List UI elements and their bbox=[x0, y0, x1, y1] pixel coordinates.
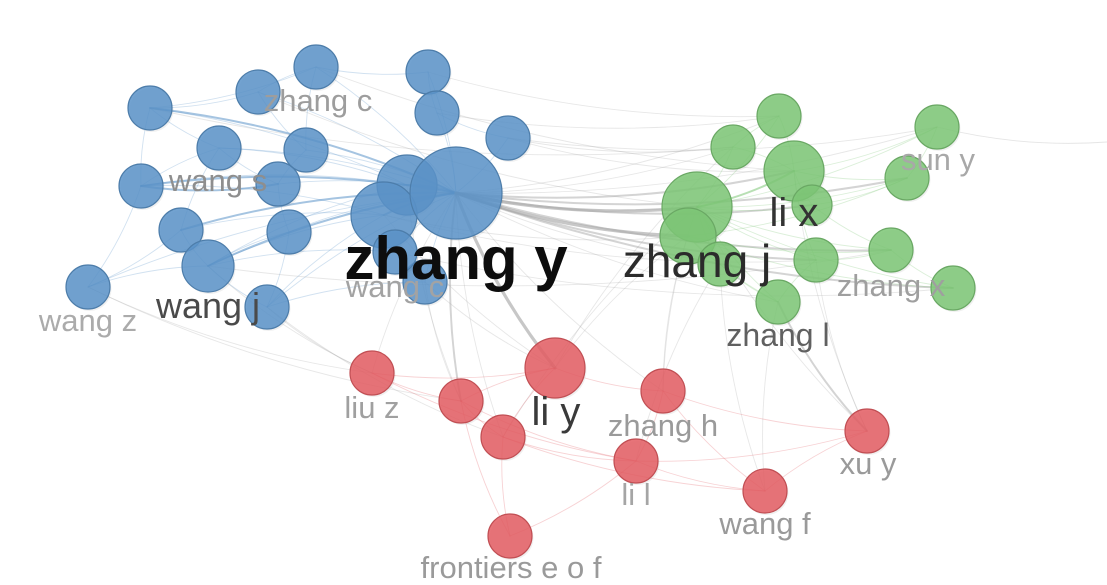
link-line bbox=[436, 112, 780, 129]
label-wang-c: wang c bbox=[345, 269, 444, 304]
node-circle[interactable] bbox=[402, 259, 448, 305]
node-circle[interactable] bbox=[697, 241, 743, 287]
node-circle[interactable] bbox=[884, 155, 930, 201]
label-zhang-x: zhang x bbox=[837, 268, 946, 303]
link-line bbox=[455, 192, 813, 215]
link-line bbox=[394, 251, 954, 297]
node-circle[interactable] bbox=[930, 265, 976, 311]
link-line bbox=[554, 146, 734, 369]
label-frontiers-e-o-f: frontiers e o f bbox=[421, 550, 602, 585]
label-sun-y: sun y bbox=[901, 142, 976, 177]
node-circle[interactable] bbox=[235, 69, 281, 115]
link-line bbox=[936, 126, 1107, 144]
link-line bbox=[635, 263, 721, 462]
label-zhang-l: zhang l bbox=[726, 317, 829, 353]
label-li-y: li y bbox=[532, 390, 581, 434]
link-line bbox=[427, 71, 780, 118]
node-zhang-c[interactable] bbox=[293, 44, 339, 90]
node-circle[interactable] bbox=[659, 207, 717, 265]
link-line bbox=[635, 430, 868, 462]
label-zhang-y: zhang y bbox=[344, 225, 568, 292]
node-wang-j[interactable] bbox=[181, 239, 235, 293]
node-xu-y[interactable] bbox=[844, 408, 890, 454]
node-circle[interactable] bbox=[127, 85, 173, 131]
link-line bbox=[87, 286, 373, 374]
node-circle[interactable] bbox=[791, 184, 833, 226]
node-circle[interactable] bbox=[710, 124, 756, 170]
label-zhang-j: zhang j bbox=[623, 235, 771, 287]
node-circle[interactable] bbox=[266, 209, 312, 255]
link-line bbox=[662, 390, 868, 432]
label-li-l: li l bbox=[621, 477, 650, 512]
node-circle[interactable] bbox=[405, 49, 451, 95]
node-circle[interactable] bbox=[438, 378, 484, 424]
link-line bbox=[719, 263, 766, 492]
node-zhang-x[interactable] bbox=[868, 227, 914, 273]
node-wang-f[interactable] bbox=[742, 468, 788, 514]
link-line bbox=[507, 137, 734, 153]
label-wang-f: wang f bbox=[718, 506, 811, 541]
node-circle[interactable] bbox=[480, 414, 526, 460]
nodes-layer bbox=[65, 44, 977, 560]
node-circle[interactable] bbox=[283, 127, 329, 173]
node-liu-z[interactable] bbox=[349, 350, 395, 396]
link-line bbox=[87, 286, 462, 402]
node-frontiers-e-o-f[interactable] bbox=[487, 513, 533, 559]
label-zhang-h: zhang h bbox=[608, 408, 718, 443]
node-zhang-h[interactable] bbox=[640, 368, 686, 414]
node-li-l[interactable] bbox=[613, 438, 659, 484]
node-sun-y[interactable] bbox=[914, 104, 960, 150]
node-wang-s[interactable] bbox=[196, 125, 242, 171]
node-circle[interactable] bbox=[414, 90, 460, 136]
label-li-x: li x bbox=[770, 191, 819, 235]
link-line bbox=[762, 301, 779, 492]
label-wang-s: wang s bbox=[168, 163, 267, 198]
node-circle[interactable] bbox=[485, 115, 531, 161]
node-circle[interactable] bbox=[756, 93, 802, 139]
node-circle[interactable] bbox=[158, 207, 204, 253]
node-wang-z[interactable] bbox=[65, 264, 111, 310]
node-zhang-l[interactable] bbox=[755, 279, 801, 325]
node-zhang-y[interactable] bbox=[409, 146, 503, 240]
label-xu-y: xu y bbox=[840, 446, 897, 481]
label-zhang-c: zhang c bbox=[264, 83, 373, 118]
link-line bbox=[507, 137, 795, 173]
node-circle[interactable] bbox=[118, 163, 164, 209]
label-liu-z: liu z bbox=[344, 390, 399, 425]
node-li-y[interactable] bbox=[524, 337, 586, 399]
node-wang-c[interactable] bbox=[372, 229, 418, 275]
labels-layer: zhang c wang s wang c wang j wang z zhan… bbox=[38, 83, 976, 585]
node-circle[interactable] bbox=[244, 284, 290, 330]
link-line bbox=[149, 107, 408, 186]
label-wang-j: wang j bbox=[155, 285, 260, 326]
node-circle[interactable] bbox=[255, 161, 301, 207]
node-circle[interactable] bbox=[793, 237, 839, 283]
label-wang-z: wang z bbox=[38, 303, 137, 338]
